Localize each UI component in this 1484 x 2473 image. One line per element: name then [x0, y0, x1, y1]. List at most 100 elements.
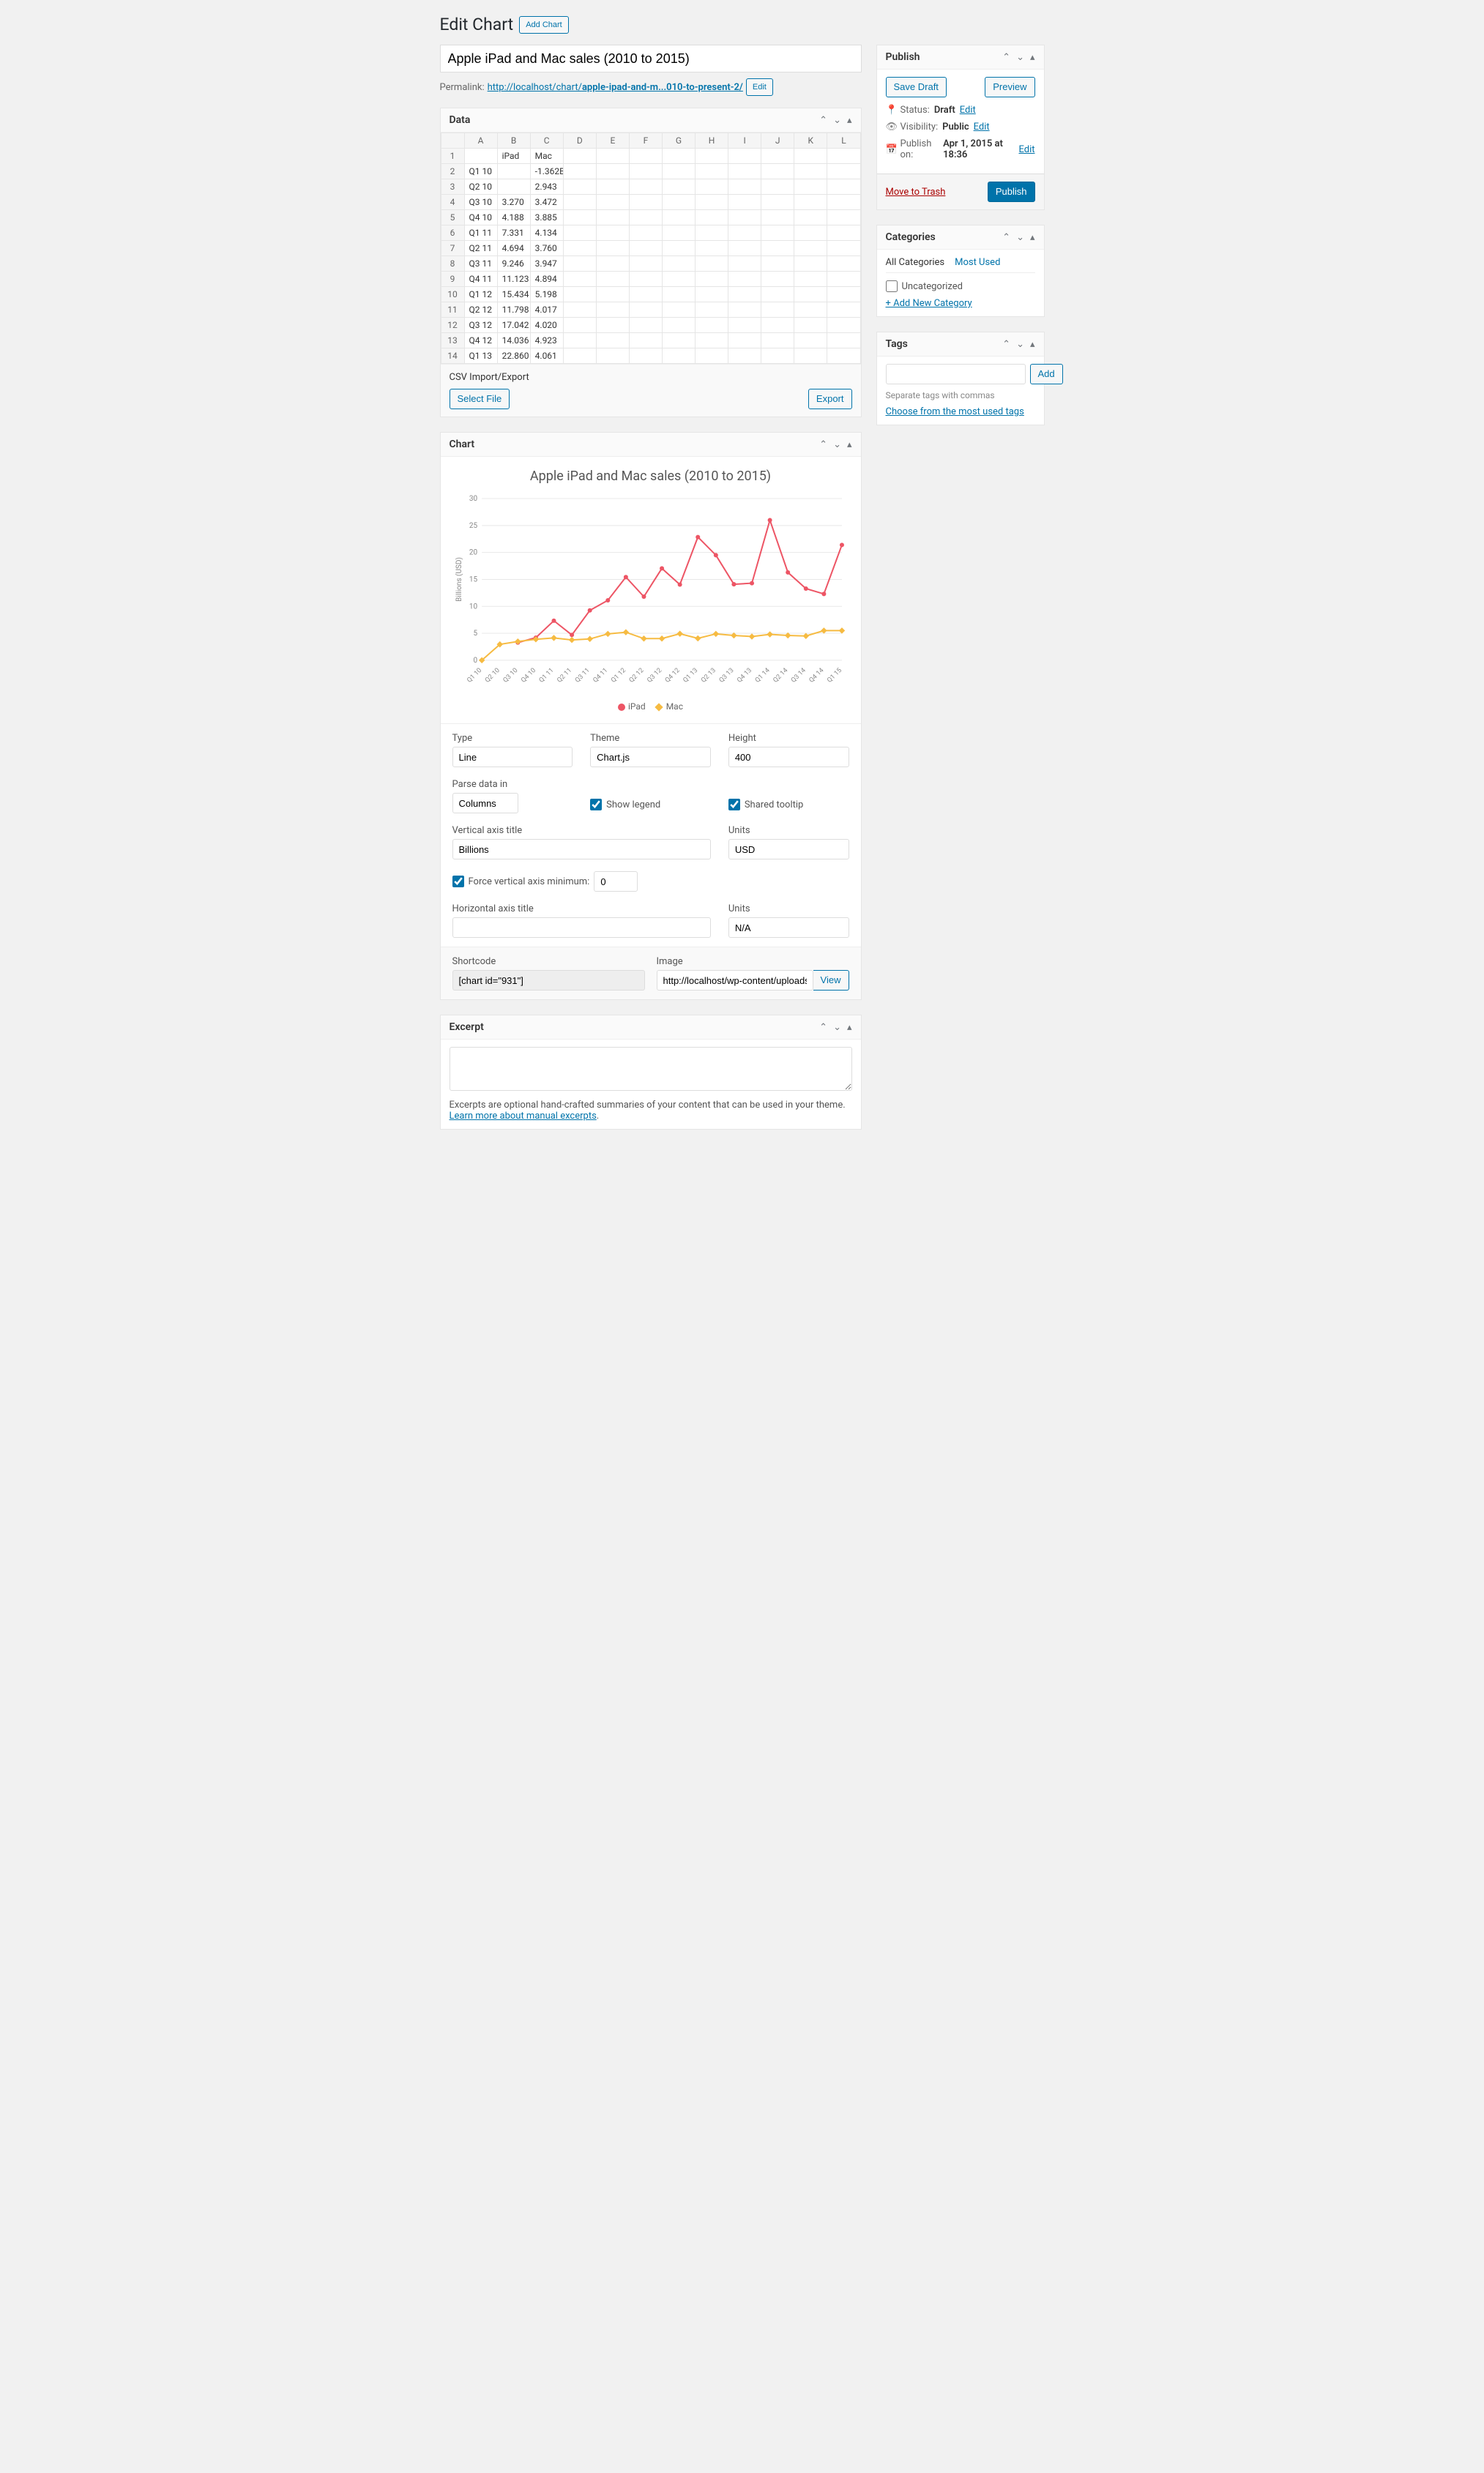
svg-text:Q4 10: Q4 10	[520, 667, 537, 685]
height-label: Height	[728, 733, 849, 744]
tags-input[interactable]	[886, 364, 1026, 384]
svg-text:Q1 13: Q1 13	[682, 667, 699, 685]
svg-text:Q2 10: Q2 10	[484, 667, 501, 685]
hunits-label: Units	[728, 903, 849, 914]
vaxis-input[interactable]	[452, 839, 711, 859]
svg-text:20: 20	[469, 549, 477, 557]
uncategorized-checkbox[interactable]	[886, 280, 898, 292]
chevron-down-icon[interactable]: ⌄	[833, 439, 841, 450]
show-legend-checkbox[interactable]	[590, 799, 602, 810]
collapse-icon[interactable]: ▴	[1030, 339, 1035, 350]
uncategorized-label: Uncategorized	[902, 281, 963, 292]
collapse-icon[interactable]: ▴	[847, 115, 852, 126]
svg-text:5: 5	[473, 630, 477, 638]
categories-title: Categories	[886, 231, 936, 243]
chevron-down-icon[interactable]: ⌄	[1016, 232, 1024, 243]
shortcode-input[interactable]	[452, 970, 645, 991]
chevron-up-icon[interactable]: ⌃	[1002, 339, 1010, 350]
type-select[interactable]: Line	[452, 747, 573, 767]
tags-title: Tags	[886, 338, 908, 350]
svg-text:30: 30	[469, 495, 477, 503]
svg-text:Q2 14: Q2 14	[772, 667, 789, 685]
svg-text:Q1 15: Q1 15	[826, 667, 843, 685]
chevron-up-icon[interactable]: ⌃	[819, 1022, 827, 1033]
spreadsheet[interactable]: ABCDEFGHIJKL1iPadMac2Q1 10-1.362B3Q2 102…	[441, 133, 861, 364]
publish-panel: Publish ⌃ ⌄ ▴ Save Draft Preview 📍 Statu…	[876, 45, 1045, 210]
chevron-down-icon[interactable]: ⌄	[833, 115, 841, 126]
vunits-select[interactable]: USD	[728, 839, 849, 859]
trash-link[interactable]: Move to Trash	[886, 187, 946, 198]
hunits-select[interactable]: N/A	[728, 917, 849, 938]
svg-text:15: 15	[469, 575, 477, 583]
chevron-down-icon[interactable]: ⌄	[1016, 339, 1024, 350]
image-input[interactable]	[657, 970, 813, 991]
permalink-link[interactable]: http://localhost/chart/apple-ipad-and-m.…	[488, 82, 743, 93]
chevron-up-icon[interactable]: ⌃	[819, 439, 827, 450]
tab-most-used[interactable]: Most Used	[955, 257, 1000, 272]
view-button[interactable]: View	[813, 970, 849, 991]
add-category-link[interactable]: + Add New Category	[886, 298, 972, 309]
svg-text:Q4 14: Q4 14	[808, 667, 825, 685]
svg-text:Q1 11: Q1 11	[537, 667, 555, 685]
export-button[interactable]: Export	[808, 389, 852, 409]
shortcode-label: Shortcode	[452, 956, 645, 967]
haxis-label: Horizontal axis title	[452, 903, 711, 914]
image-label: Image	[657, 956, 849, 967]
publish-title: Publish	[886, 51, 920, 63]
calendar-icon: 📅	[886, 144, 896, 155]
preview-button[interactable]: Preview	[985, 77, 1034, 97]
theme-select[interactable]: Chart.js	[590, 747, 711, 767]
vunits-label: Units	[728, 825, 849, 836]
parse-label: Parse data in	[452, 779, 573, 790]
svg-text:Q3 10: Q3 10	[501, 667, 519, 685]
status-edit-link[interactable]: Edit	[960, 105, 976, 116]
permalink-edit-button[interactable]: Edit	[746, 78, 773, 96]
chevron-up-icon[interactable]: ⌃	[819, 115, 827, 126]
collapse-icon[interactable]: ▴	[847, 439, 852, 450]
chevron-down-icon[interactable]: ⌄	[833, 1022, 841, 1033]
show-legend-label: Show legend	[606, 799, 660, 810]
chevron-up-icon[interactable]: ⌃	[1002, 232, 1010, 243]
svg-text:10: 10	[469, 603, 477, 611]
svg-text:Q3 12: Q3 12	[646, 667, 663, 685]
categories-panel: Categories ⌃ ⌄ ▴ All Categories Most Use…	[876, 225, 1045, 317]
data-panel: Data ⌃ ⌄ ▴ ABCDEFGHIJKL1iPadMac2Q1 10-1.…	[440, 108, 862, 417]
height-input[interactable]	[728, 747, 849, 767]
svg-text:Q4 11: Q4 11	[592, 667, 609, 685]
schedule-edit-link[interactable]: Edit	[1018, 144, 1034, 155]
svg-text:Q2 11: Q2 11	[556, 667, 573, 685]
excerpt-textarea[interactable]	[450, 1047, 852, 1091]
shared-tooltip-checkbox[interactable]	[728, 799, 740, 810]
excerpt-learn-link[interactable]: Learn more about manual excerpts	[450, 1111, 597, 1122]
collapse-icon[interactable]: ▴	[1030, 52, 1035, 63]
parse-select[interactable]: Columns	[452, 793, 518, 813]
force-min-label: Force vertical axis minimum:	[469, 876, 590, 887]
haxis-input[interactable]	[452, 917, 711, 938]
chevron-down-icon[interactable]: ⌄	[1016, 52, 1024, 63]
data-panel-title: Data	[450, 114, 471, 126]
post-title-input[interactable]	[440, 45, 862, 72]
force-min-input[interactable]	[594, 871, 638, 892]
svg-text:Billions (USD): Billions (USD)	[455, 557, 463, 602]
select-file-button[interactable]: Select File	[450, 389, 510, 409]
page-title: Edit Chart	[440, 15, 514, 34]
permalink-label: Permalink:	[440, 82, 485, 93]
choose-tags-link[interactable]: Choose from the most used tags	[886, 406, 1024, 417]
publish-button[interactable]: Publish	[988, 182, 1035, 202]
add-chart-button[interactable]: Add Chart	[519, 16, 569, 34]
collapse-icon[interactable]: ▴	[847, 1022, 852, 1033]
collapse-icon[interactable]: ▴	[1030, 232, 1035, 243]
tab-all-categories[interactable]: All Categories	[886, 257, 945, 272]
chart-title: Apple iPad and Mac sales (2010 to 2015)	[452, 469, 849, 484]
svg-text:Q3 11: Q3 11	[574, 667, 592, 685]
type-label: Type	[452, 733, 573, 744]
visibility-edit-link[interactable]: Edit	[974, 122, 990, 133]
save-draft-button[interactable]: Save Draft	[886, 77, 947, 97]
chevron-up-icon[interactable]: ⌃	[1002, 52, 1010, 63]
add-tag-button[interactable]: Add	[1030, 364, 1063, 384]
excerpt-panel: Excerpt ⌃ ⌄ ▴ Excerpts are optional hand…	[440, 1015, 862, 1130]
force-min-checkbox[interactable]	[452, 876, 464, 887]
tags-hint: Separate tags with commas	[886, 390, 1035, 400]
svg-text:Q4 12: Q4 12	[663, 667, 681, 685]
svg-text:Q1 10: Q1 10	[466, 667, 483, 685]
